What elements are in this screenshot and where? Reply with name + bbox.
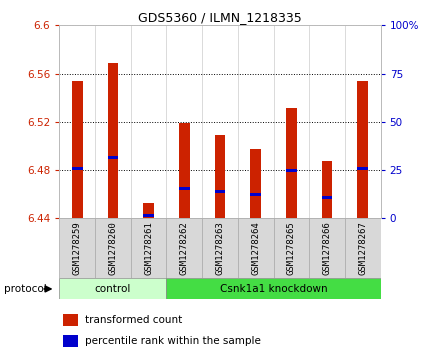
Bar — [322, 161, 332, 218]
Text: GSM1278262: GSM1278262 — [180, 221, 189, 275]
Bar — [309, 218, 345, 278]
Bar — [95, 218, 131, 278]
Bar — [357, 81, 368, 218]
Bar — [179, 187, 190, 191]
Bar — [238, 218, 274, 278]
Bar — [143, 203, 154, 218]
Text: control: control — [95, 284, 131, 294]
Text: GSM1278261: GSM1278261 — [144, 221, 153, 275]
Bar — [286, 170, 297, 172]
Bar — [59, 278, 166, 299]
Bar — [202, 218, 238, 278]
Text: GSM1278259: GSM1278259 — [73, 221, 82, 275]
Bar — [345, 218, 381, 278]
Title: GDS5360 / ILMN_1218335: GDS5360 / ILMN_1218335 — [138, 11, 302, 24]
Text: Csnk1a1 knockdown: Csnk1a1 knockdown — [220, 284, 327, 294]
Text: GSM1278267: GSM1278267 — [358, 221, 367, 275]
Bar — [166, 218, 202, 278]
Bar — [322, 196, 332, 199]
Bar — [72, 167, 83, 170]
Text: percentile rank within the sample: percentile rank within the sample — [85, 336, 261, 346]
Bar — [250, 193, 261, 196]
Bar — [131, 218, 166, 278]
Bar — [215, 135, 225, 218]
Bar — [357, 167, 368, 170]
Bar — [179, 123, 190, 218]
Text: protocol: protocol — [4, 284, 47, 294]
Bar — [59, 218, 95, 278]
Text: transformed count: transformed count — [85, 315, 182, 325]
Bar — [215, 190, 225, 193]
Bar — [62, 335, 78, 347]
Bar — [286, 109, 297, 218]
Text: GSM1278264: GSM1278264 — [251, 221, 260, 275]
Bar — [250, 149, 261, 218]
Text: GSM1278263: GSM1278263 — [216, 221, 224, 275]
Bar — [72, 81, 83, 218]
Text: GSM1278260: GSM1278260 — [108, 221, 117, 275]
Text: GSM1278265: GSM1278265 — [287, 221, 296, 275]
Bar — [62, 314, 78, 326]
Bar — [108, 63, 118, 218]
Bar — [108, 156, 118, 159]
Bar — [166, 278, 381, 299]
Bar — [143, 214, 154, 217]
Text: GSM1278266: GSM1278266 — [323, 221, 332, 275]
Bar — [274, 218, 309, 278]
